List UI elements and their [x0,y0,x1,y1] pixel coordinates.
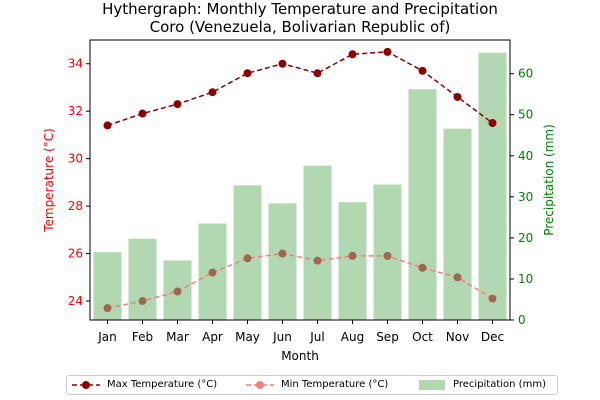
min-temp-line [107,252,493,309]
legend-label-precip: Precipitation (mm) [453,379,546,390]
y-tick-label-28: 28 [68,199,83,213]
y2-tick-label-60: 60 [518,67,533,81]
x-tick-label-nov: Nov [446,330,469,344]
x-tick-label-oct: Oct [412,330,433,344]
y2-tick-label-0: 0 [518,313,526,327]
min-temp-point-aug [348,251,357,260]
x-tick-label-jul: Jul [309,330,324,344]
precip-bar-dec [478,52,507,321]
x-tick-label-apr: Apr [202,330,223,344]
legend-label-max: Max Temperature (°C) [107,379,218,390]
y2-tick-label-50: 50 [518,108,533,122]
chart-legend: Max Temperature (°C) Min Temperature (°C… [66,375,558,395]
precip-bar-feb [128,238,157,320]
max-temp-point-dec [488,119,497,128]
precip-bar-nov [443,128,472,320]
min-temp-point-oct [418,263,427,272]
x-tick-label-mar: Mar [166,330,189,344]
precip-bar-may [233,185,262,320]
legend-min-symbol [246,381,274,389]
x-tick-label-may: May [235,330,260,344]
min-temp-point-nov [453,273,462,282]
x-tick-label-dec: Dec [481,330,504,344]
y2-axis-label: Precipitation (mm) [542,124,556,236]
max-temp-point-jun [278,59,287,68]
max-temp-point-oct [418,66,427,75]
y-tick-label-26: 26 [68,247,83,261]
min-temp-point-dec [488,294,497,303]
x-tick-label-feb: Feb [132,330,153,344]
chart-axes: 24 26 28 30 32 34 0 10 20 30 40 50 60 Jan Feb Mar Apr May… [42,39,556,363]
precip-bar-oct [408,89,437,320]
min-temp-point-jul [313,256,322,265]
x-tick-label-sep: Sep [376,330,399,344]
chart-subtitle: Coro (Venezuela, Bolivarian Republic of) [149,18,451,36]
y2-tick-label-20: 20 [518,231,533,245]
precipitation-bars [93,52,507,321]
min-temp-point-jun [278,249,287,258]
min-temp-point-may [243,254,252,263]
x-tick-label-jun: Jun [272,330,292,344]
plot-frame [89,39,511,321]
max-temp-point-apr [208,88,217,97]
min-temp-point-sep [383,251,392,260]
max-temp-point-feb [138,109,147,118]
y2-tick-label-30: 30 [518,190,533,204]
min-temp-point-feb [138,297,147,306]
min-temp-point-mar [173,287,182,296]
legend-max-symbol [72,381,100,389]
max-temp-point-aug [348,50,357,59]
y2-tick-label-40: 40 [518,149,533,163]
min-temp-point-jan [103,304,112,313]
max-temp-point-mar [173,100,182,109]
temperature-lines [103,47,497,313]
y-tick-label-32: 32 [68,104,83,118]
legend-label-min: Min Temperature (°C) [281,379,389,390]
chart-title-line: Hythergraph: Monthly Temperature and Pre… [102,0,498,18]
x-tick-label-jan: Jan [97,330,117,344]
max-temp-point-jan [103,121,112,130]
max-temp-point-jul [313,69,322,78]
y-axis-label: Temperature (°C) [42,128,56,233]
max-temp-point-may [243,69,252,78]
max-temp-line [107,51,493,127]
y-tick-label-34: 34 [68,57,83,71]
x-axis-label: Month [281,349,319,363]
y-tick-label-30: 30 [68,152,83,166]
y2-tick-label-10: 10 [518,272,533,286]
min-temp-point-apr [208,268,217,277]
legend-precip-symbol [419,380,445,390]
y-tick-label-24: 24 [68,294,83,308]
precip-bar-jul [303,165,332,320]
max-temp-point-sep [383,47,392,56]
max-temp-point-nov [453,92,462,101]
precip-bar-jun [268,203,297,320]
precip-bar-aug [338,202,367,320]
x-tick-label-aug: Aug [341,330,364,344]
